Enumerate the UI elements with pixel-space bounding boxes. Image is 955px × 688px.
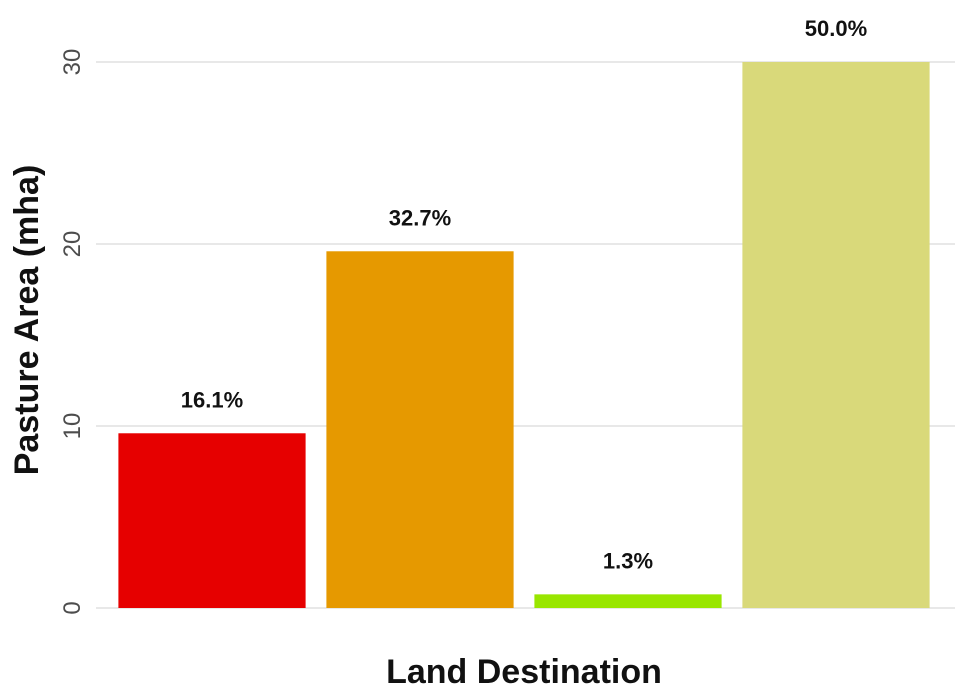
bar — [326, 251, 514, 608]
bar — [742, 62, 930, 608]
y-tick-label: 0 — [59, 601, 86, 614]
bar — [534, 594, 722, 608]
y-tick-label: 30 — [59, 49, 86, 76]
bar-data-label: 50.0% — [805, 16, 867, 41]
y-tick-label: 10 — [59, 413, 86, 440]
bar-data-label: 1.3% — [603, 548, 653, 573]
bar — [118, 433, 306, 608]
y-tick-label: 20 — [59, 231, 86, 258]
y-axis-ticks: 0 10 20 30 — [59, 49, 86, 615]
x-axis-title: Land Destination — [386, 653, 662, 688]
y-axis-title: Pasture Area (mha) — [8, 165, 46, 476]
bar-data-label: 16.1% — [181, 387, 243, 412]
bar-data-labels: 16.1% 32.7% 1.3% 50.0% — [181, 16, 867, 573]
bar-data-label: 32.7% — [389, 205, 451, 230]
bars — [118, 62, 930, 608]
